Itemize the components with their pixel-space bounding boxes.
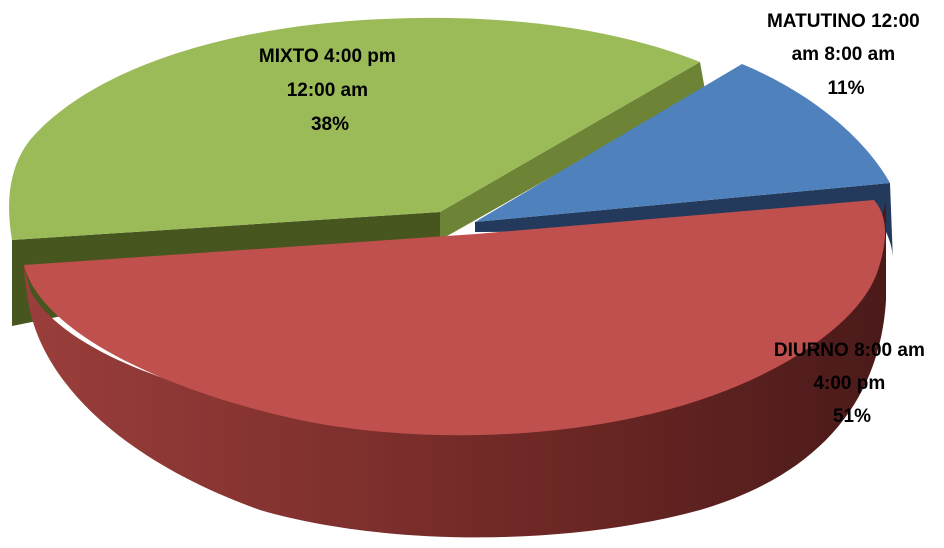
slice-label-diurno-percent: 51% [833, 406, 871, 427]
slice-diurno [24, 200, 886, 538]
slice-label-mixto-line1: MIXTO 4:00 pm [259, 46, 396, 67]
slice-label-diurno: DIURNO 8:00 am 4:00 pm 51% [774, 340, 930, 427]
slice-label-mixto-percent: 38% [311, 114, 349, 135]
slice-label-matutino-percent: 11% [828, 78, 865, 99]
slice-label-matutino-line2: am 8:00 am [792, 44, 896, 65]
slice-mixto-top [9, 17, 701, 240]
slice-label-mixto: MIXTO 4:00 pm 12:00 am 38% [259, 46, 401, 135]
slice-mixto-edge [440, 62, 705, 240]
slice-label-diurno-line2: 4:00 pm [813, 373, 885, 394]
slice-label-matutino: MATUTINO 12:00 am 8:00 am 11% [767, 11, 925, 99]
slice-label-mixto-line2: 12:00 am [287, 80, 368, 101]
slice-matutino-top [475, 64, 890, 222]
slice-label-diurno-line1: DIURNO 8:00 am [774, 340, 925, 361]
slice-diurno-top [24, 200, 886, 436]
slice-diurno-side [24, 200, 886, 538]
slice-label-matutino-line1: MATUTINO 12:00 [767, 11, 920, 32]
